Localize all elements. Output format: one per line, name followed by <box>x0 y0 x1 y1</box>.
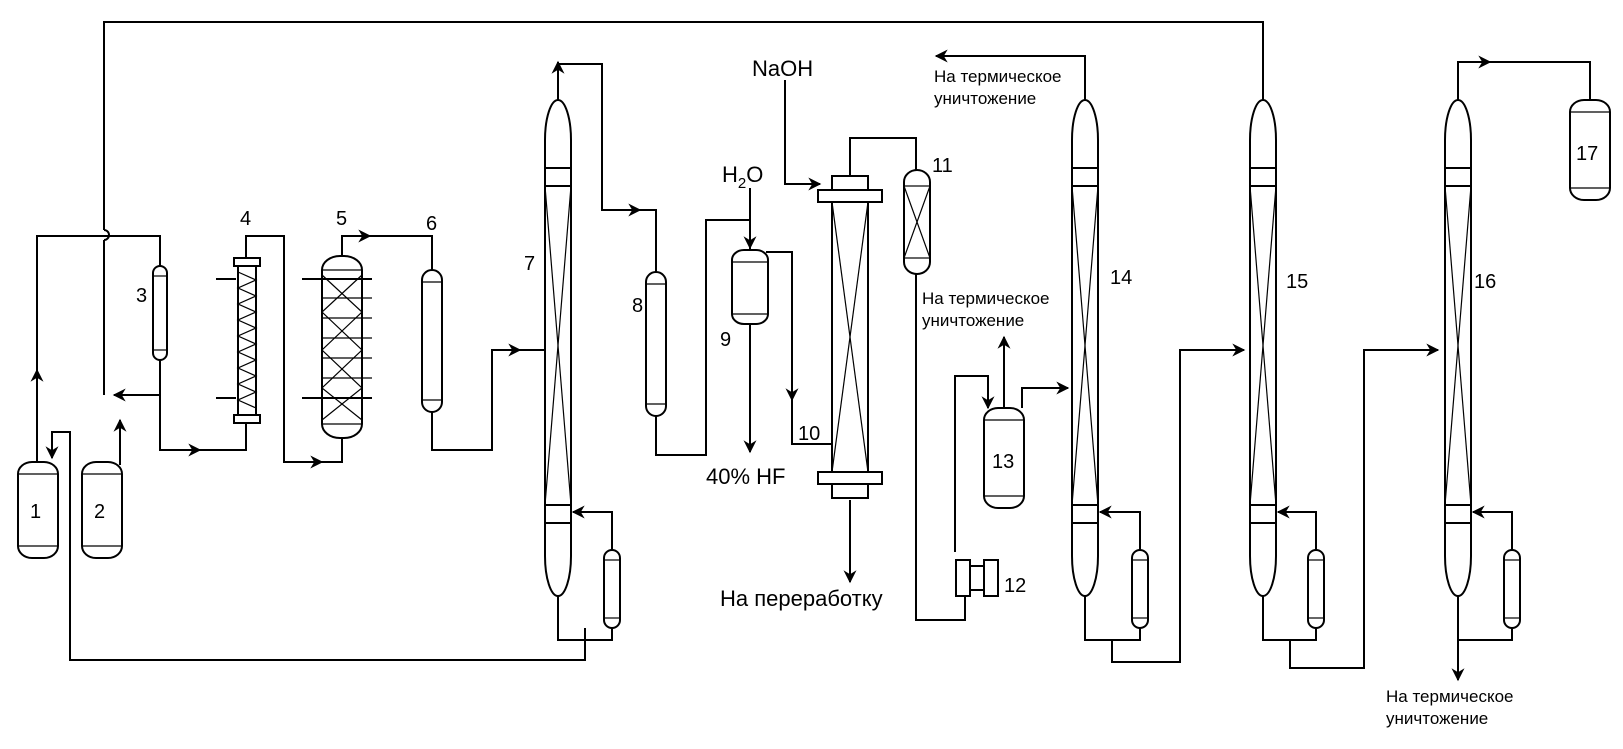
scrubber-10 <box>817 175 883 499</box>
reboiler-14 <box>1131 549 1149 629</box>
incineration-label-col14-line2: уничтожение <box>934 89 1036 108</box>
unit-label-16: 16 <box>1474 271 1496 293</box>
pipelines <box>30 21 1591 682</box>
incineration-label-v13-line1: На термическое <box>922 289 1050 308</box>
unit-label-7: 7 <box>524 253 535 275</box>
unit-label-14: 14 <box>1110 267 1132 289</box>
incineration-label-col14-line1: На термическое <box>934 67 1062 86</box>
unit-label-10: 10 <box>798 423 820 445</box>
stream-labels: NaOH H2O 40% HF На переработку На термич… <box>706 56 1514 728</box>
h2o-h: H <box>722 162 738 187</box>
column-14 <box>1071 99 1099 597</box>
unit-label-6: 6 <box>426 213 437 235</box>
h2o-o: O <box>746 162 763 187</box>
tank-17 <box>1569 99 1611 201</box>
unit-label-17: 17 <box>1576 143 1598 165</box>
unit-label-12: 12 <box>1004 575 1026 597</box>
column-16 <box>1444 99 1472 597</box>
unit-label-5: 5 <box>336 208 347 230</box>
unit-label-4: 4 <box>240 208 251 230</box>
unit-label-2: 2 <box>94 501 105 523</box>
unit-label-3: 3 <box>136 285 147 307</box>
naoh-label: NaOH <box>752 56 813 81</box>
h2o-label: H2O <box>722 162 763 192</box>
unit-label-1: 1 <box>30 501 41 523</box>
unit-label-13: 13 <box>992 451 1014 473</box>
vessel-13 <box>983 407 1025 509</box>
reboiler-16 <box>1503 549 1521 629</box>
heat-exchanger-4 <box>216 257 261 424</box>
unit-label-9: 9 <box>720 329 731 351</box>
column-7 <box>544 99 572 597</box>
vessel-3 <box>152 265 168 361</box>
tank-2 <box>81 461 123 559</box>
reboiler-15 <box>1307 549 1325 629</box>
recycle-label: На переработку <box>720 586 883 611</box>
pump-12 <box>955 559 999 597</box>
incineration-label-col16-line2: уничтожение <box>1386 709 1488 728</box>
unit-labels: 1 2 3 4 5 6 7 8 9 10 11 12 13 14 15 16 1… <box>30 143 1598 597</box>
column-15 <box>1249 99 1277 597</box>
vessel-6 <box>421 269 443 413</box>
unit-label-11: 11 <box>932 155 953 177</box>
vessel-11 <box>903 169 931 275</box>
tank-1 <box>17 461 59 559</box>
incineration-label-col16-line1: На термическое <box>1386 687 1514 706</box>
unit-label-8: 8 <box>632 295 643 317</box>
hf-label: 40% HF <box>706 464 785 489</box>
h2o-subscript: 2 <box>738 175 746 192</box>
vessel-8 <box>645 271 667 417</box>
reactor-5 <box>302 255 372 439</box>
reboiler-7 <box>603 549 621 629</box>
absorber-9 <box>731 249 769 325</box>
unit-label-15: 15 <box>1286 271 1308 293</box>
incineration-label-v13-line2: уничтожение <box>922 311 1024 330</box>
